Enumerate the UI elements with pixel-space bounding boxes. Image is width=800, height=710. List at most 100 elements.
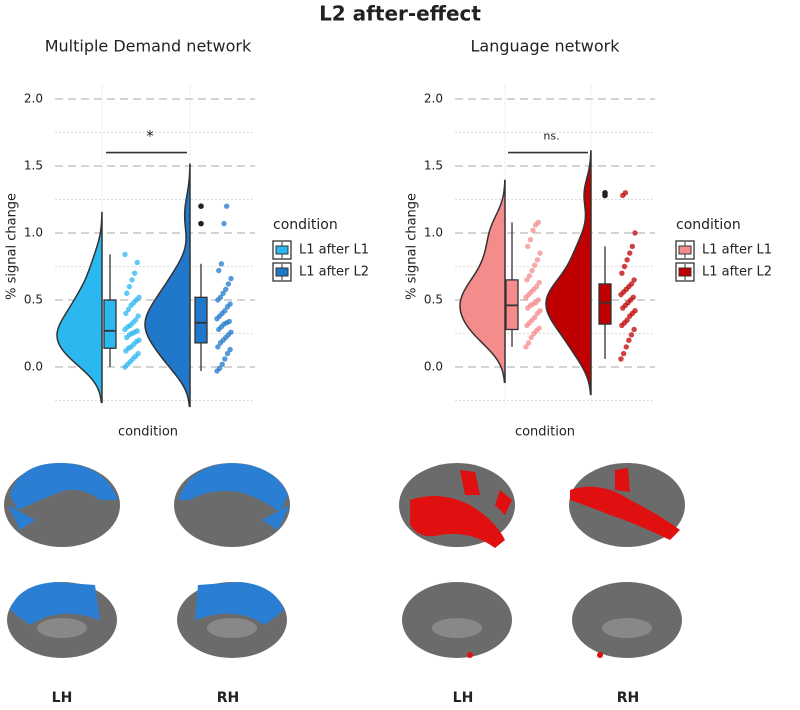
box <box>598 283 612 325</box>
violin <box>459 179 506 384</box>
data-point <box>134 259 140 266</box>
violin <box>144 163 191 408</box>
data-point <box>631 326 637 333</box>
data-point <box>524 277 530 283</box>
data-point <box>632 308 638 314</box>
data-point <box>123 310 129 317</box>
data-point <box>530 227 536 234</box>
data-point <box>222 356 228 362</box>
brain-lang-lh-medial <box>402 582 512 658</box>
data-point <box>532 262 538 268</box>
y-tick-label: 0.0 <box>424 360 443 374</box>
data-point <box>525 340 532 346</box>
data-point <box>228 275 234 282</box>
y-tick-label: 0.5 <box>424 293 443 307</box>
data-point <box>131 270 138 276</box>
data-point <box>525 243 531 250</box>
data-point <box>526 273 533 279</box>
figure-title: L2 after-effect <box>319 2 481 26</box>
y-tick-label: 1.0 <box>424 226 443 240</box>
chart-title: Language network <box>470 37 620 56</box>
legend-label: L1 after L1 <box>299 243 369 258</box>
significance-label: * <box>146 127 154 145</box>
data-point <box>536 279 542 286</box>
y-axis-label: % signal change <box>405 193 420 300</box>
data-point <box>534 257 541 263</box>
data-point <box>624 317 630 323</box>
y-axis-label: % signal change <box>5 193 20 300</box>
data-point <box>620 350 627 357</box>
brain-md-lh-lateral <box>4 462 120 547</box>
data-point <box>132 317 139 323</box>
data-point <box>134 328 140 334</box>
brain-md-rh-medial <box>177 582 287 658</box>
y-tick-label: 2.0 <box>424 92 443 106</box>
outlier <box>198 203 204 209</box>
data-point <box>216 365 223 372</box>
data-point <box>631 277 637 283</box>
data-point <box>628 281 635 287</box>
data-point <box>226 318 232 325</box>
legend-key-box <box>678 267 692 277</box>
data-point <box>535 297 541 303</box>
data-point <box>627 250 633 256</box>
data-point <box>628 332 635 338</box>
data-point <box>535 219 541 225</box>
data-point <box>528 334 534 341</box>
hemisphere-label: LH <box>453 690 474 706</box>
data-point <box>619 270 625 276</box>
y-tick-label: 2.0 <box>24 92 43 106</box>
legend-key-box <box>275 267 289 277</box>
brain-md-rh-lateral <box>174 463 290 547</box>
data-point <box>529 267 535 274</box>
data-point <box>629 243 636 250</box>
legend-key-box <box>678 245 692 255</box>
data-point <box>527 237 534 243</box>
brains <box>4 462 685 658</box>
data-point <box>215 344 221 350</box>
y-tick-label: 1.0 <box>24 226 43 240</box>
data-point <box>537 250 543 256</box>
data-point <box>537 308 543 314</box>
data-point <box>626 337 632 343</box>
data-point <box>228 329 234 335</box>
data-point <box>523 344 529 350</box>
box <box>103 299 117 349</box>
data-point <box>125 306 132 313</box>
data-point <box>222 308 228 314</box>
data-point <box>129 277 135 283</box>
data-point <box>624 257 630 263</box>
x-axis-label: condition <box>515 425 575 440</box>
hemisphere-label: RH <box>217 690 240 706</box>
legend-key-box <box>275 245 289 255</box>
x-axis-label: condition <box>118 425 178 440</box>
data-point <box>223 286 229 292</box>
legend-label: L1 after L2 <box>299 265 369 280</box>
data-point <box>632 230 638 236</box>
data-point <box>135 350 141 357</box>
data-point <box>227 301 233 307</box>
data-point <box>218 261 225 267</box>
data-point <box>221 220 227 227</box>
violin <box>56 211 103 404</box>
outlier <box>602 190 608 196</box>
brain-lang-lh-lateral <box>399 463 515 548</box>
data-point <box>224 350 231 357</box>
data-point <box>135 313 141 319</box>
data-point <box>217 294 224 301</box>
data-point <box>136 337 142 343</box>
violin <box>545 150 592 396</box>
brain-md-lh-medial <box>7 582 117 658</box>
brain-lang-rh-medial <box>572 582 682 658</box>
data-point <box>122 251 128 258</box>
significance-label: ns. <box>543 130 559 143</box>
data-point <box>136 294 142 301</box>
legend-title: condition <box>676 217 741 233</box>
data-point <box>126 283 133 290</box>
data-point <box>621 263 628 270</box>
data-point <box>225 281 232 287</box>
legend-title: condition <box>273 217 338 233</box>
data-point <box>533 283 540 290</box>
data-point <box>227 346 233 353</box>
legend-label: L1 after L1 <box>702 243 772 258</box>
